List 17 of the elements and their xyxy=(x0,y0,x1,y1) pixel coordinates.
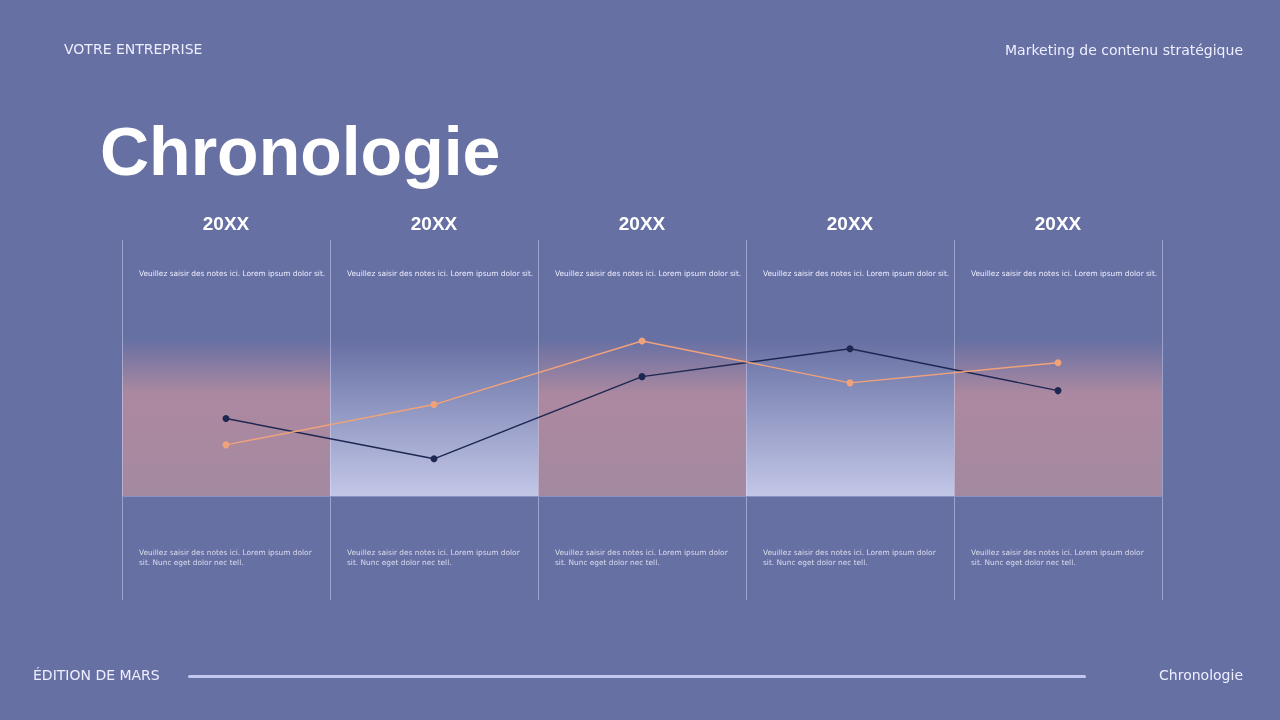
point xyxy=(222,415,230,422)
point xyxy=(638,373,646,381)
x-tick-label: 20XX xyxy=(826,213,874,234)
point xyxy=(430,455,438,463)
x-tick-label: 20XX xyxy=(202,213,250,234)
point xyxy=(430,401,438,409)
point xyxy=(1054,387,1062,395)
text: Chronologie xyxy=(1159,667,1243,683)
x-tick-label: 20XX xyxy=(1034,213,1082,234)
chart-title: Chronologie xyxy=(100,112,501,190)
point xyxy=(1054,359,1062,367)
text: Marketing de contenu stratégique xyxy=(1005,42,1243,58)
point xyxy=(846,345,854,353)
x-tick-label: 20XX xyxy=(410,213,458,234)
x-tick-label: 20XX xyxy=(618,213,666,234)
text: VOTRE ENTREPRISE xyxy=(64,41,203,57)
text: ÉDITION DE MARS xyxy=(33,667,160,683)
